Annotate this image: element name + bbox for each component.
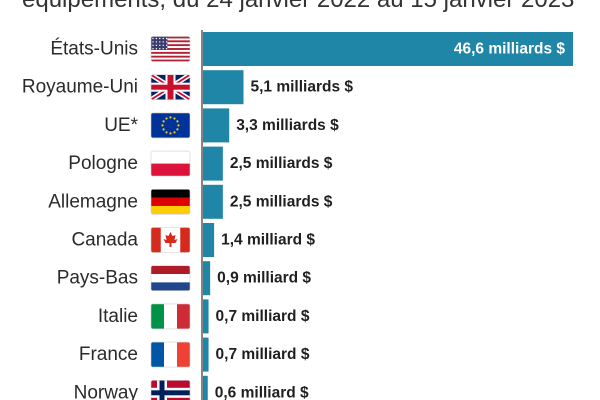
category-label: Pologne <box>68 153 138 174</box>
uk-flag-icon <box>150 74 191 100</box>
us-flag-icon <box>150 36 191 62</box>
value-label: 3,3 milliards $ <box>236 117 339 134</box>
italy-flag-icon <box>150 303 191 330</box>
canada-flag-icon <box>150 227 191 253</box>
bar-row: Pologne 2,5 milliards $ <box>68 146 333 181</box>
value-label: 0,7 milliard $ <box>216 346 310 363</box>
bar-row: Royaume-Uni 5,1 milliards $ <box>22 70 353 105</box>
value-label: 5,1 milliards $ <box>250 79 353 96</box>
bar-row: Canada 1,4 milliard $ <box>71 223 315 257</box>
value-label: 2,5 milliards $ <box>230 193 333 210</box>
france-flag-icon <box>150 341 191 368</box>
netherlands-flag-icon <box>150 265 191 292</box>
value-label: 0,6 milliard $ <box>215 384 309 400</box>
poland-flag-icon <box>150 150 191 177</box>
bar <box>203 32 573 66</box>
title-area: équipements, du 24 janvier 2022 au 15 ja… <box>0 0 600 20</box>
bar <box>203 108 230 143</box>
category-label: Allemagne <box>48 191 138 212</box>
chart-title: équipements, du 24 janvier 2022 au 15 ja… <box>22 0 574 14</box>
norway-flag-icon <box>150 380 191 400</box>
category-label: Italie <box>98 306 138 327</box>
bar <box>203 261 211 296</box>
bar-row: UE* 3,3 milliards $ <box>104 108 339 143</box>
bar <box>203 184 223 219</box>
value-label: 2,5 milliards $ <box>230 155 333 172</box>
category-label: Pays-Bas <box>57 268 138 289</box>
category-label: France <box>79 344 138 365</box>
bar <box>203 299 209 334</box>
value-label: 0,9 milliard $ <box>217 270 311 287</box>
bar-row: Pays-Bas 0,9 milliard $ <box>57 261 311 296</box>
bar-row: Allemagne 2,5 milliards $ <box>48 184 333 219</box>
bar <box>203 223 215 257</box>
value-label: 1,4 milliard $ <box>221 232 315 249</box>
bar <box>203 337 209 372</box>
bar-row: États-Unis 46,6 milliards $ <box>50 32 573 66</box>
category-label: Norway <box>74 382 139 400</box>
eu-flag-icon <box>150 112 191 139</box>
category-label: États-Unis <box>50 39 138 60</box>
germany-flag-icon <box>150 189 191 215</box>
bar <box>203 146 223 181</box>
category-label: UE* <box>104 115 138 136</box>
bar <box>203 70 244 105</box>
value-label: 0,7 milliard $ <box>216 308 310 325</box>
bar-row: France 0,7 milliard $ <box>79 337 310 372</box>
category-label: Royaume-Uni <box>22 77 138 98</box>
category-label: Canada <box>71 230 138 251</box>
bar-row: Italie 0,7 milliard $ <box>98 299 310 334</box>
value-label: 46,6 milliards $ <box>454 41 566 58</box>
bar-row: Norway 0,6 milliard $ <box>74 375 309 400</box>
bar <box>203 375 208 400</box>
